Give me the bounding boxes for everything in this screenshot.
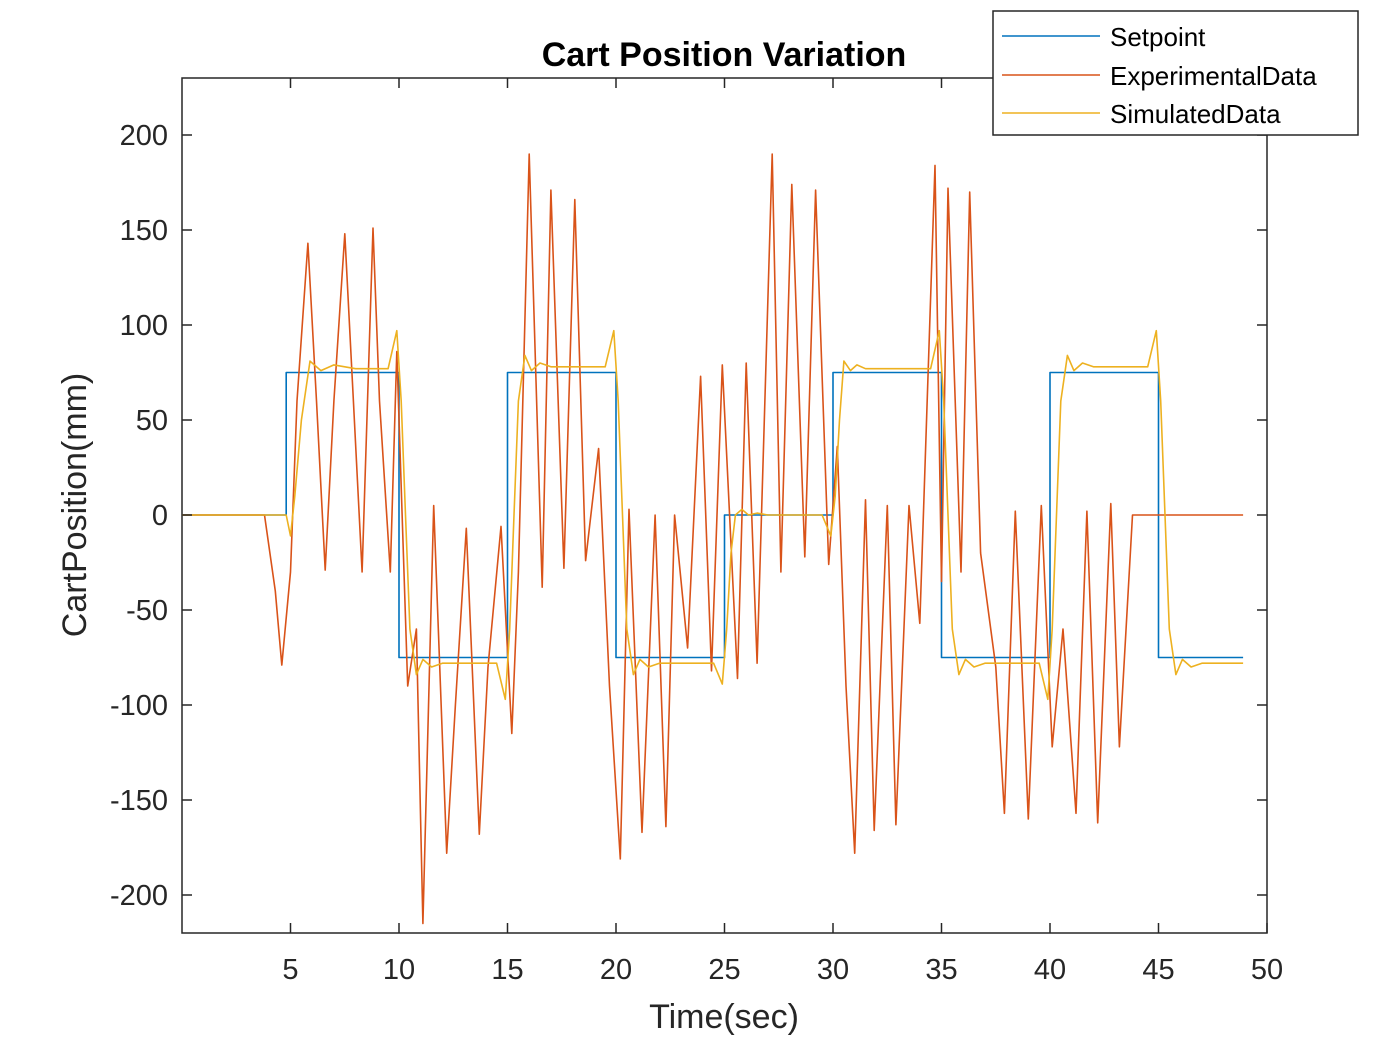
legend-label-setpoint: Setpoint <box>1110 22 1206 52</box>
legend-box <box>992 10 1359 136</box>
x-axis-ticks: 5 10 15 20 25 30 35 40 45 50 <box>282 78 1283 986</box>
legend-label-experimental: ExperimentalData <box>1110 61 1317 91</box>
x-tick-label: 50 <box>1251 954 1283 986</box>
x-tick-label: 15 <box>491 954 523 986</box>
x-tick-label: 30 <box>817 954 849 986</box>
series-line-simulateddata <box>182 329 1244 701</box>
y-tick-label: -150 <box>110 785 168 817</box>
x-tick-label: 40 <box>1034 954 1066 986</box>
y-tick-label: 200 <box>120 120 168 152</box>
y-tick-label: 150 <box>120 215 168 247</box>
y-axis-label: CartPosition(mm) <box>56 373 94 637</box>
series-line-experimentaldata <box>182 153 1244 925</box>
y-tick-label: -100 <box>110 690 168 722</box>
chart-title: Cart Position Variation <box>542 36 907 74</box>
series-layer <box>182 153 1244 925</box>
legend-label-simulated: SimulatedData <box>1110 99 1281 129</box>
x-tick-label: 25 <box>708 954 740 986</box>
y-tick-label: 50 <box>136 405 168 437</box>
y-tick-label: -50 <box>126 595 168 627</box>
y-axis-ticks: -200 -150 -100 -50 0 50 100 150 200 <box>110 120 1267 912</box>
x-tick-label: 10 <box>383 954 415 986</box>
x-tick-label: 35 <box>925 954 957 986</box>
y-tick-label: 0 <box>152 500 168 532</box>
y-tick-label: -200 <box>110 880 168 912</box>
x-tick-label: 45 <box>1142 954 1174 986</box>
legend: Setpoint ExperimentalData SimulatedData <box>992 10 1359 136</box>
x-axis-label: Time(sec) <box>649 998 799 1036</box>
plot-area <box>181 77 1268 934</box>
x-tick-label: 5 <box>282 954 298 986</box>
x-tick-label: 20 <box>600 954 632 986</box>
y-tick-label: 100 <box>120 310 168 342</box>
